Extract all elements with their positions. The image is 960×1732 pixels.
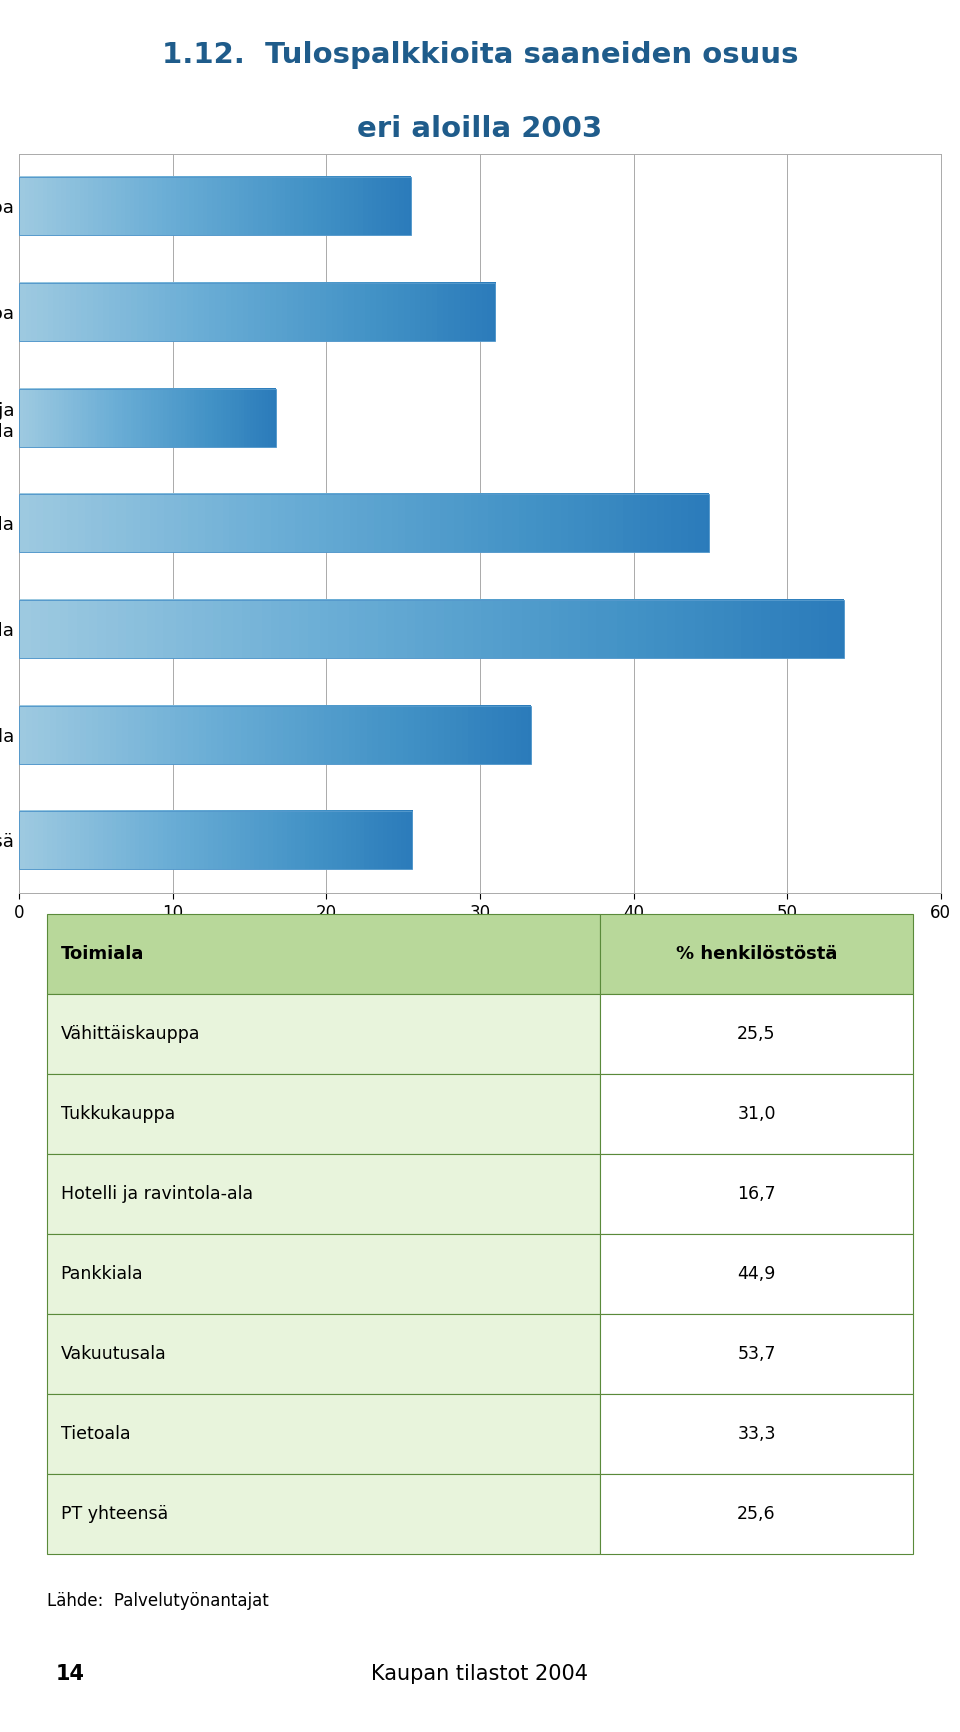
Text: 31,0: 31,0	[737, 1105, 776, 1122]
Bar	[600, 1074, 913, 1154]
X-axis label: % henkilöstöstä: % henkilöstöstä	[408, 930, 552, 947]
Bar	[19, 705, 531, 764]
Bar	[47, 1154, 600, 1233]
Text: Toimiala: Toimiala	[60, 944, 144, 963]
Bar	[600, 1394, 913, 1474]
Bar	[47, 1315, 600, 1394]
Bar	[47, 914, 600, 994]
Bar	[19, 494, 708, 553]
Bar	[19, 811, 413, 869]
Bar	[47, 1394, 600, 1474]
Bar	[600, 1233, 913, 1315]
Bar	[19, 388, 276, 447]
Text: PT yhteensä: PT yhteensä	[60, 1505, 168, 1522]
Text: eri aloilla 2003: eri aloilla 2003	[357, 114, 603, 144]
Bar	[47, 1474, 600, 1554]
Text: 16,7: 16,7	[737, 1185, 776, 1202]
Bar	[47, 1233, 600, 1315]
Bar	[600, 994, 913, 1074]
Bar	[47, 1074, 600, 1154]
Text: Vähittäiskauppa: Vähittäiskauppa	[60, 1025, 201, 1043]
Bar	[19, 177, 411, 236]
Bar	[600, 1154, 913, 1233]
Text: Lähde:  Palvelutyönantajat: Lähde: Palvelutyönantajat	[47, 1592, 269, 1611]
Bar	[19, 282, 495, 341]
Bar	[47, 994, 600, 1074]
Text: 33,3: 33,3	[737, 1425, 776, 1443]
Text: Pankkiala: Pankkiala	[60, 1264, 143, 1283]
Bar	[19, 599, 844, 658]
Text: 25,5: 25,5	[737, 1025, 776, 1043]
Text: Kaupan tilastot 2004: Kaupan tilastot 2004	[372, 1664, 588, 1684]
Text: 44,9: 44,9	[737, 1264, 776, 1283]
Text: 14: 14	[56, 1664, 85, 1684]
Text: Tukkukauppa: Tukkukauppa	[60, 1105, 175, 1122]
Bar	[600, 1474, 913, 1554]
Text: 1.12.  Tulospalkkioita saaneiden osuus: 1.12. Tulospalkkioita saaneiden osuus	[161, 42, 799, 69]
Text: 25,6: 25,6	[737, 1505, 776, 1522]
Text: Hotelli ja ravintola-ala: Hotelli ja ravintola-ala	[60, 1185, 252, 1202]
Text: % henkilöstöstä: % henkilöstöstä	[676, 944, 837, 963]
Text: Tietoala: Tietoala	[60, 1425, 131, 1443]
Text: Vakuutusala: Vakuutusala	[60, 1346, 166, 1363]
Bar	[600, 1315, 913, 1394]
Text: 53,7: 53,7	[737, 1346, 776, 1363]
Bar	[600, 914, 913, 994]
